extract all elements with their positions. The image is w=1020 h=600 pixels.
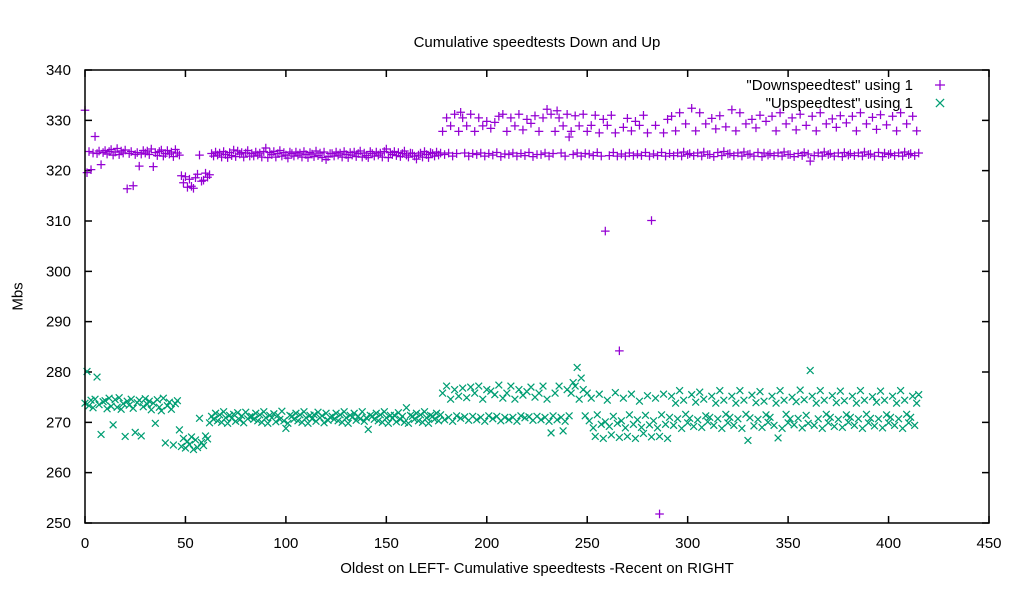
x-tick-label: 300 xyxy=(675,535,700,552)
x-tick-label: 400 xyxy=(876,535,901,552)
y-tick-label: 280 xyxy=(46,364,71,381)
x-tick-label: 350 xyxy=(776,535,801,552)
legend-label-upspeedtest: "Upspeedtest" using 1 xyxy=(765,94,913,112)
x-tick-label: 200 xyxy=(474,535,499,552)
y-tick-label: 340 xyxy=(46,62,71,79)
series-points-up xyxy=(81,363,923,454)
y-tick-label: 310 xyxy=(46,213,71,230)
y-tick-label: 300 xyxy=(46,263,71,280)
plot-border xyxy=(84,69,990,524)
axis-ticks xyxy=(84,69,990,524)
x-tick-label: 100 xyxy=(273,535,298,552)
x-tick-label: 150 xyxy=(374,535,399,552)
y-tick-label: 320 xyxy=(46,163,71,180)
y-tick-label: 260 xyxy=(46,465,71,482)
cross-marker-icon xyxy=(935,98,945,108)
legend-entry-upspeedtest: "Upspeedtest" using 1 xyxy=(746,94,957,112)
x-tick-label: 450 xyxy=(976,535,1001,552)
legend: "Downspeedtest" using 1 "Upspeedtest" us… xyxy=(746,76,957,112)
x-tick-label: 0 xyxy=(81,535,89,552)
plus-marker-icon xyxy=(935,80,945,90)
y-tick-label: 290 xyxy=(46,314,71,331)
legend-entry-downspeedtest: "Downspeedtest" using 1 xyxy=(746,76,957,94)
series-points-down xyxy=(80,103,923,519)
y-tick-label: 330 xyxy=(46,112,71,129)
plus-glyph xyxy=(935,80,945,90)
cross-glyph xyxy=(935,98,945,108)
chart-title: Cumulative speedtests Down and Up xyxy=(413,34,661,51)
x-tick-label: 250 xyxy=(575,535,600,552)
x-tick-label: 50 xyxy=(177,535,194,552)
legend-label-downspeedtest: "Downspeedtest" using 1 xyxy=(746,76,913,94)
x-axis-title: Oldest on LEFT- Cumulative speedtests -R… xyxy=(340,560,734,577)
y-tick-label: 270 xyxy=(46,414,71,431)
y-tick-label: 250 xyxy=(46,515,71,532)
